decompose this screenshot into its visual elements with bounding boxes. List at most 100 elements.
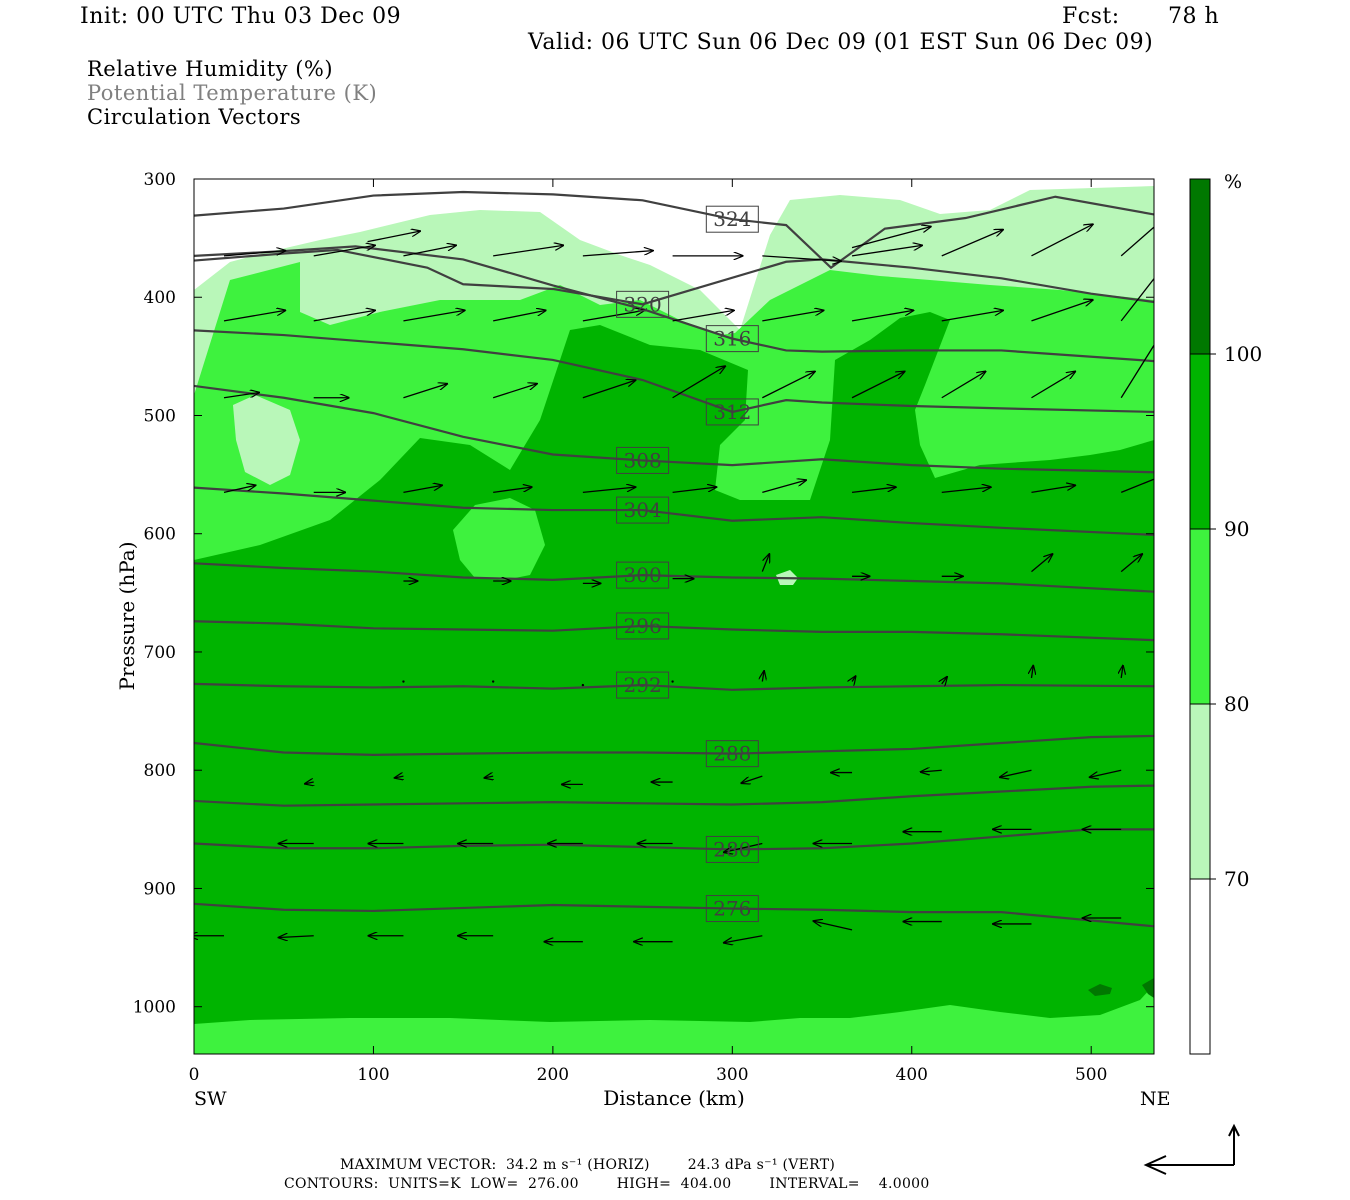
contour-label-box — [705, 398, 759, 426]
theta-contour-280 — [194, 828, 1154, 851]
field-potential-temperature: Potential Temperature (K) — [87, 81, 378, 105]
circulation-vector — [1000, 769, 1032, 777]
colorbar-label: 90 — [1224, 517, 1249, 541]
circulation-vector — [672, 310, 734, 322]
reference-vector-vertical-head — [1228, 1123, 1240, 1137]
circulation-vector — [762, 255, 841, 261]
theta-contour-300 — [194, 562, 1154, 593]
circulation-vector — [761, 554, 769, 572]
contour-label-276: 276 — [705, 895, 759, 923]
y-tick-label: 300 — [144, 170, 176, 190]
contour-label-316: 316 — [705, 325, 759, 353]
circulation-vector — [491, 680, 495, 683]
contour-label-text: 316 — [713, 327, 751, 351]
contour-label-box — [616, 446, 670, 474]
contour-label-308: 308 — [616, 446, 670, 474]
circulation-vector — [762, 310, 823, 322]
y-tick-label: 800 — [144, 761, 176, 781]
circulation-vector — [1120, 277, 1154, 322]
x-tick-label: 0 — [189, 1065, 200, 1085]
x-tick-label: 400 — [896, 1065, 928, 1085]
contour-label-text: 300 — [624, 563, 662, 587]
circulation-vector — [313, 310, 375, 322]
contour-label-text: 324 — [713, 207, 751, 231]
x-left-end-label: SW — [194, 1088, 227, 1110]
circulation-vector — [484, 776, 493, 778]
theta-contour-320 — [194, 248, 1154, 306]
circulation-vector — [851, 487, 896, 493]
circulation-vector — [403, 384, 447, 399]
theta-contour-312 — [194, 329, 1154, 414]
y-tick-label: 1000 — [133, 998, 176, 1018]
y-tick-label: 400 — [144, 288, 176, 308]
theta-contour-316 — [194, 245, 1154, 363]
x-tick-label: 300 — [716, 1065, 748, 1085]
circulation-vector — [492, 384, 537, 399]
circulation-vector — [582, 380, 636, 399]
colorbar-segment — [1189, 703, 1211, 880]
contour-label-box — [616, 671, 670, 699]
circulation-vector — [724, 842, 763, 853]
circulation-vector — [581, 683, 585, 687]
circulation-vector — [493, 310, 546, 322]
circulation-vector — [582, 251, 653, 257]
circulation-vector — [942, 677, 947, 684]
x-tick-label: 200 — [537, 1065, 569, 1085]
contour-label-box — [616, 496, 670, 524]
y-tick-label: 700 — [144, 643, 176, 663]
circulation-vector — [1031, 485, 1075, 493]
theta-contour-284 — [194, 784, 1154, 807]
contour-label-text: 296 — [624, 614, 662, 638]
circulation-vector — [762, 372, 815, 399]
circulation-vector — [1031, 666, 1033, 679]
contour-label-280: 280 — [705, 835, 759, 863]
theta-contour-324 — [194, 190, 1154, 270]
reference-vector — [1143, 1123, 1240, 1175]
circulation-vector — [921, 770, 942, 772]
circulation-vector — [724, 935, 763, 943]
colorbar-label: 70 — [1224, 867, 1249, 891]
contour-label-box — [705, 835, 759, 863]
circulation-vector — [741, 775, 763, 783]
circulation-vector — [762, 671, 764, 682]
valid-time: Valid: 06 UTC Sun 06 Dec 09 (01 EST Sun … — [528, 30, 1154, 55]
contour-label-text: 276 — [713, 897, 751, 921]
circulation-vector — [1090, 769, 1122, 777]
circulation-vector — [223, 485, 256, 493]
colorbar-segment — [1189, 178, 1211, 355]
contour-label-292: 292 — [616, 671, 670, 699]
circulation-vector — [1031, 224, 1092, 257]
contour-label-text: 312 — [713, 400, 751, 424]
contour-label-text: 280 — [713, 837, 751, 861]
circulation-vector — [395, 776, 404, 778]
circulation-vector — [851, 372, 905, 399]
circulation-vector — [403, 485, 442, 493]
theta-contour-288 — [194, 734, 1154, 756]
rh-fill-100-patch-edge — [1142, 978, 1154, 998]
theta-contour-308 — [194, 384, 1154, 474]
x-tick-label: 500 — [1075, 1065, 1107, 1085]
colorbar-unit: % — [1224, 171, 1242, 193]
circulation-vector — [1120, 344, 1154, 399]
init-time: Init: 00 UTC Thu 03 Dec 09 — [80, 4, 402, 29]
rh-fill-layer — [194, 179, 1154, 1054]
circulation-vector — [1121, 666, 1123, 679]
rh-fill-80-90-hole-left — [233, 395, 300, 485]
rh-fill-100-patch — [1088, 984, 1112, 996]
forecast-hours: 78 h — [1168, 4, 1220, 29]
circulation-vector — [672, 487, 717, 493]
contour-label-312: 312 — [705, 398, 759, 426]
x-tick-label: 100 — [357, 1065, 389, 1085]
circulation-vector — [1031, 300, 1092, 322]
circulation-vector — [941, 310, 1003, 322]
circulation-vector — [1120, 226, 1154, 257]
x-right-end-label: NE — [1140, 1088, 1171, 1110]
forecast-label: Fcst: — [1062, 4, 1120, 29]
contour-label-text: 304 — [624, 498, 662, 522]
circulation-vector — [1120, 478, 1154, 493]
contour-label-box — [616, 561, 670, 589]
circulation-vector — [403, 310, 464, 322]
contour-label-layer: 276 280 288 292 296 300 304 308 312 316 320 324 — [616, 205, 759, 923]
contour-label-box — [705, 325, 759, 353]
